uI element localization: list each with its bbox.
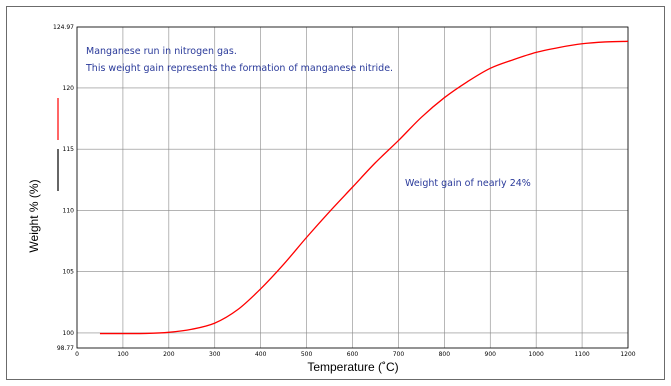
series-line bbox=[99, 40, 629, 335]
x-tick-label: 200 bbox=[163, 351, 175, 358]
y-tick-labels: 98.77 100 105 110 115 120 124.97 bbox=[53, 24, 74, 352]
x-tick-label: 300 bbox=[209, 351, 221, 358]
x-tick-label: 0 bbox=[75, 351, 79, 358]
x-axis-title: Temperature (˚C) bbox=[307, 360, 398, 374]
x-tick-label: 1000 bbox=[529, 351, 544, 358]
x-tick-labels: 0 100 200 300 400 500 600 700 800 900 1000 1100 1200 bbox=[75, 351, 636, 358]
x-tick-label: 400 bbox=[255, 351, 267, 358]
annotation-run: Manganese run in nitrogen gas. bbox=[86, 46, 237, 57]
y-tick-label: 120 bbox=[63, 85, 75, 92]
plot-border bbox=[76, 26, 629, 349]
x-tick-label: 100 bbox=[117, 351, 129, 358]
x-tick-label: 900 bbox=[485, 351, 497, 358]
outer-border bbox=[6, 6, 665, 380]
y-tick-label: 110 bbox=[63, 207, 75, 214]
x-tick-label: 800 bbox=[439, 351, 451, 358]
annotation-formation: This weight gain represents the formatio… bbox=[85, 63, 393, 74]
x-tick-label: 1200 bbox=[620, 351, 635, 358]
x-tick-label: 1100 bbox=[574, 351, 589, 358]
y-tick-label: 98.77 bbox=[57, 345, 74, 352]
y-axis-title: Weight % (%) bbox=[27, 179, 41, 252]
x-tick-label: 600 bbox=[347, 351, 359, 358]
x-tick-label: 700 bbox=[393, 351, 405, 358]
y-tick-label: 105 bbox=[63, 269, 75, 276]
y-tick-label: 100 bbox=[63, 330, 75, 337]
y-tick-label: 115 bbox=[63, 146, 75, 153]
x-tick-label: 500 bbox=[301, 351, 313, 358]
y-tick-label: 124.97 bbox=[53, 24, 74, 31]
annotation-weight-gain: Weight gain of nearly 24% bbox=[405, 178, 531, 189]
